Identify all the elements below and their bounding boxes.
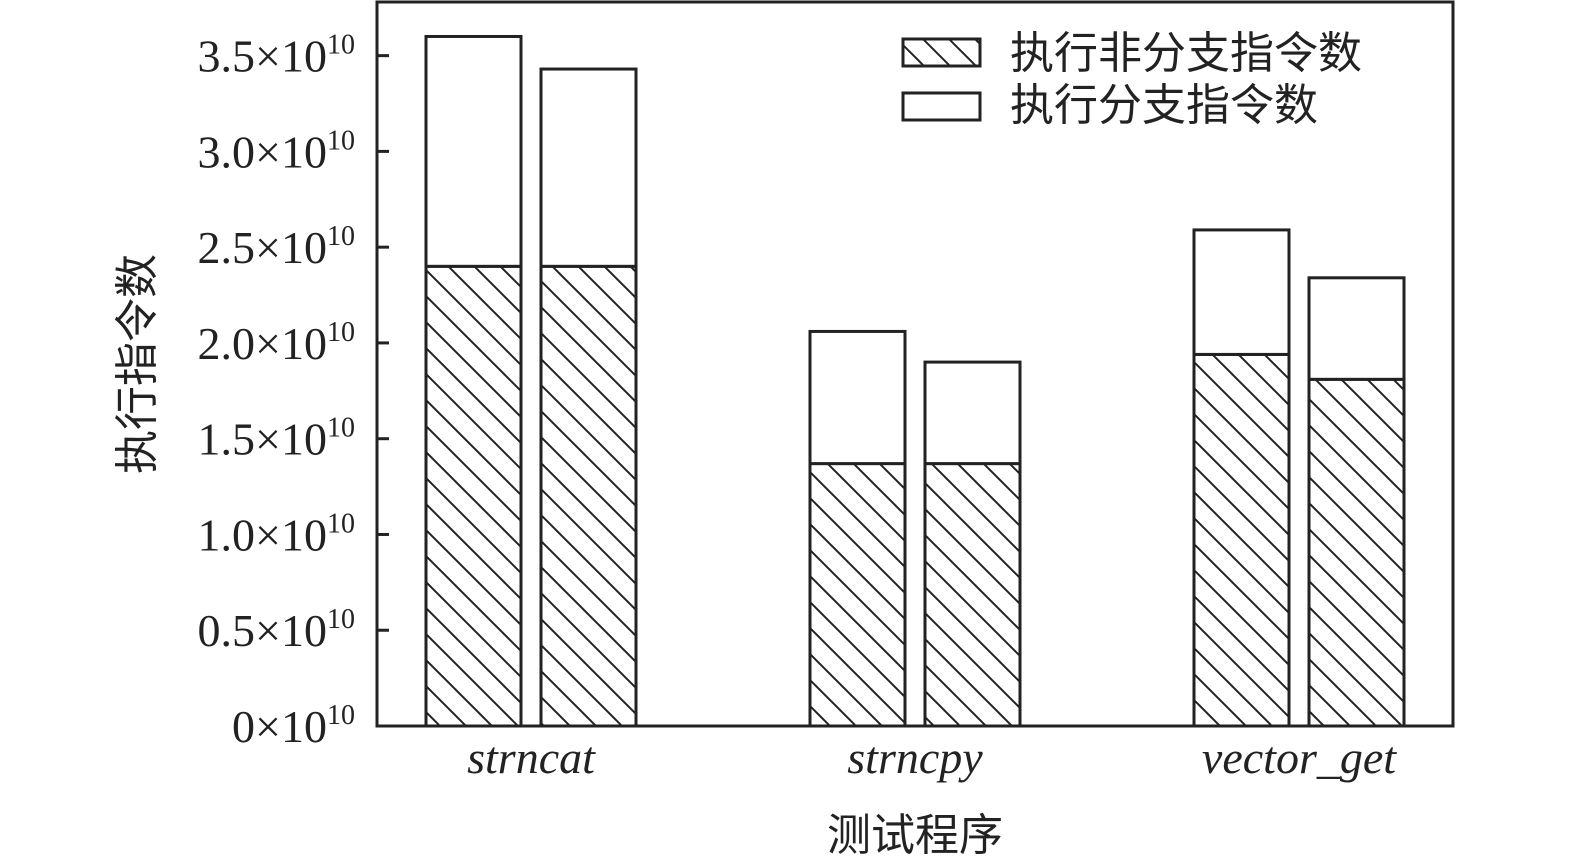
y-tick-exponent: 10 [327, 30, 355, 61]
y-axis-title: 执行指令数 [112, 254, 163, 474]
y-tick-mantissa: 2.0×10 [198, 318, 327, 369]
y-tick-mantissa: 3.0×10 [198, 126, 327, 177]
x-category-label: strncpy [847, 732, 983, 783]
y-tick-mantissa: 2.5×10 [198, 222, 327, 273]
y-tick-label: 3.5×1010 [198, 30, 355, 82]
legend-label-branch: 执行分支指令数 [1010, 80, 1318, 131]
bar-vector_get-2-branch [1307, 276, 1406, 381]
y-tick-label: 2.5×1010 [198, 221, 355, 273]
x-axis-title: 测试程序 [827, 810, 1003, 861]
legend-swatch-hatched [901, 37, 982, 68]
bar-vector_get-2-non-branch [1307, 377, 1406, 728]
bar-strncat-2-non-branch [539, 264, 638, 728]
y-tick-exponent: 10 [327, 317, 355, 348]
bar-strncpy-2-branch [923, 360, 1022, 466]
bar-strncat-1-non-branch [424, 264, 523, 728]
legend-label-non-branch: 执行非分支指令数 [1010, 28, 1362, 79]
y-tick-label: 2.0×1010 [198, 317, 355, 369]
y-tick-label: 0.5×1010 [198, 604, 355, 656]
y-tick-label: 1.0×1010 [198, 508, 355, 560]
y-tick-mantissa: 1.0×10 [198, 509, 327, 560]
y-tick-mantissa: 0×10 [232, 701, 327, 752]
bar-strncpy-2-non-branch [923, 462, 1022, 728]
y-tick-mantissa: 1.5×10 [198, 414, 327, 465]
legend: 执行非分支指令数 执行分支指令数 [901, 28, 1362, 131]
y-tick-label: 1.5×1010 [198, 413, 355, 465]
x-category-label: vector_get [1202, 732, 1397, 783]
bar-strncpy-1-non-branch [808, 462, 907, 728]
y-tick-label: 3.0×1010 [198, 125, 355, 177]
y-tick-label: 0×1010 [232, 700, 355, 752]
y-tick-exponent: 10 [327, 508, 355, 539]
y-tick-mantissa: 3.5×10 [198, 31, 327, 82]
y-tick-exponent: 10 [327, 700, 355, 731]
bars [424, 34, 1406, 728]
x-category-label: strncat [467, 732, 596, 783]
plot-frame [375, 0, 1455, 728]
y-tick-exponent: 10 [327, 604, 355, 635]
legend-swatch-blank [901, 91, 982, 122]
y-axis-ticks: 0×10100.5×10101.0×10101.5×10102.0×10102.… [198, 30, 389, 752]
y-tick-exponent: 10 [327, 413, 355, 444]
bar-vector_get-1-non-branch [1192, 352, 1291, 728]
bar-vector_get-1-branch [1192, 228, 1291, 356]
bar-strncat-2-branch [539, 67, 638, 268]
x-axis-categories: strncat strncpy vector_get [467, 732, 1397, 783]
bar-strncat-1-branch [424, 34, 523, 268]
y-tick-exponent: 10 [327, 125, 355, 156]
y-tick-exponent: 10 [327, 221, 355, 252]
bar-strncpy-1-branch [808, 329, 907, 466]
y-tick-mantissa: 0.5×10 [198, 605, 327, 656]
